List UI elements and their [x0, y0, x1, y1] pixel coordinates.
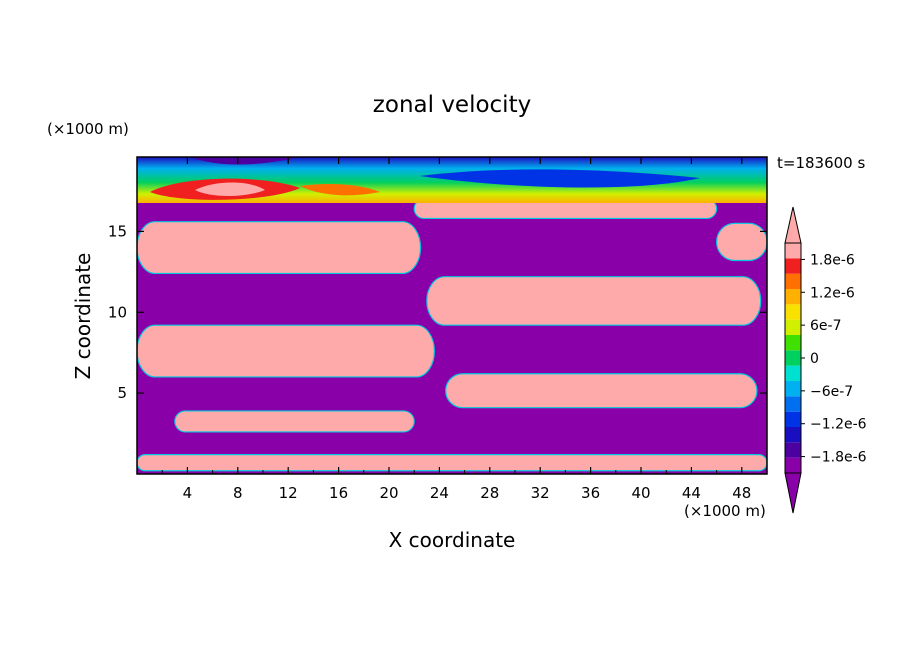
colorbar-over-arrow — [784, 206, 802, 244]
y-axis-label: Z coordinate — [71, 253, 95, 380]
chart-title: zonal velocity — [373, 92, 531, 118]
contour-band-5 — [426, 276, 762, 326]
x-tick-label: 24 — [430, 484, 449, 502]
x-axis-label: X coordinate — [389, 528, 516, 552]
y-unit-label: (×1000 m) — [47, 120, 129, 138]
colorbar-swatch — [785, 289, 801, 305]
colorbar-swatch — [785, 381, 801, 397]
contour-band-6 — [137, 221, 422, 275]
plot-frame — [136, 156, 768, 475]
colorbar-label: 1.8e-6 — [810, 252, 855, 268]
colorbar-swatch — [785, 411, 801, 427]
colorbar-swatch — [785, 350, 801, 366]
plot-area — [137, 157, 767, 474]
colorbar: 1.8e-6 1.2e-6 6e-7 0 −6e-7 −1.2e-6 −1.8e-6 — [784, 206, 867, 514]
top-layer-dark-patch — [190, 157, 300, 165]
colorbar-swatch — [785, 304, 801, 320]
contour-band-7 — [716, 222, 767, 262]
y-tick-label: 10 — [108, 303, 127, 321]
x-tick-label: 16 — [329, 484, 348, 502]
x-tick-label: 40 — [631, 484, 650, 502]
y-axis: 5 10 15 — [108, 222, 767, 402]
top-turbulent-layer — [137, 157, 767, 203]
x-tick-label: 12 — [279, 484, 298, 502]
colorbar-swatch — [785, 396, 801, 412]
x-tick-label: 44 — [682, 484, 701, 502]
top-layer-orange-patch — [300, 184, 380, 196]
x-axis: 4 8 12 16 20 24 28 32 36 40 44 48 — [161, 157, 751, 502]
x-tick-label: 48 — [732, 484, 751, 502]
colorbar-swatch — [785, 319, 801, 335]
top-layer-blue-patch — [420, 169, 700, 188]
colorbar-swatch — [785, 243, 801, 259]
contour-band-2 — [174, 410, 415, 433]
time-label: t=183600 s — [777, 154, 865, 172]
x-tick-label: 4 — [183, 484, 193, 502]
x-tick-label: 36 — [581, 484, 600, 502]
contour-band-1 — [137, 453, 767, 472]
colorbar-swatch — [785, 365, 801, 381]
colorbar-under-arrow — [784, 472, 802, 514]
colorbar-swatch — [785, 457, 801, 473]
y-tick-label: 15 — [108, 222, 127, 240]
colorbar-label: 6e-7 — [810, 318, 841, 334]
top-layer-pink-patch — [195, 182, 265, 196]
x-tick-label: 32 — [531, 484, 550, 502]
colorbar-swatch — [785, 427, 801, 443]
x-tick-label: 20 — [379, 484, 398, 502]
y-tick-label: 5 — [117, 384, 127, 402]
colorbar-swatch — [785, 335, 801, 351]
colorbar-swatch — [785, 273, 801, 289]
colorbar-label: 0 — [810, 351, 819, 367]
colorbar-swatch — [785, 442, 801, 458]
x-tick-label: 8 — [233, 484, 243, 502]
colorbar-label: 1.2e-6 — [810, 285, 855, 301]
contour-band-3 — [137, 324, 435, 378]
x-unit-label: (×1000 m) — [684, 502, 766, 520]
colorbar-swatch — [785, 258, 801, 274]
colorbar-label: −1.8e-6 — [810, 450, 867, 466]
x-tick-label: 28 — [480, 484, 499, 502]
contour-band-4 — [445, 373, 758, 409]
colorbar-label: −1.2e-6 — [810, 417, 867, 433]
colorbar-label: −6e-7 — [810, 384, 853, 400]
